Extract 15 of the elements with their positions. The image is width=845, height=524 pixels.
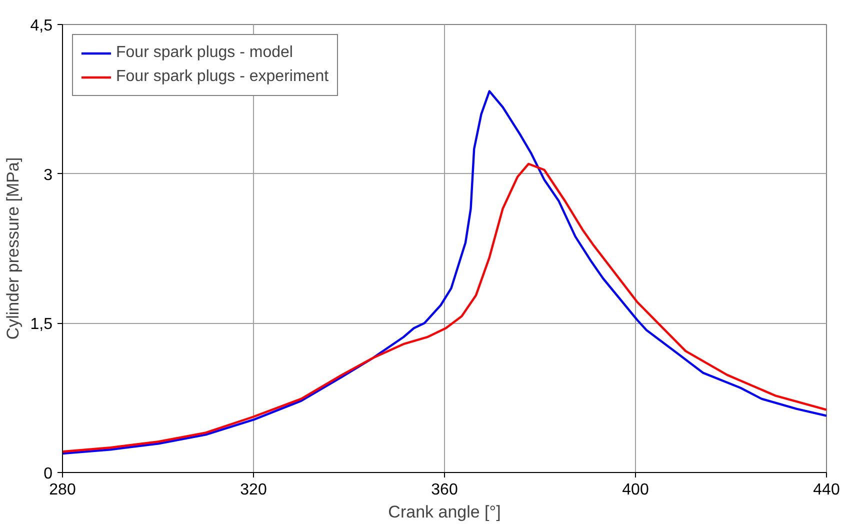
y-axis-title: Cylinder pressure [MPa] <box>3 157 22 340</box>
line-series <box>62 162 826 453</box>
x-tick-label: 400 <box>622 482 649 498</box>
x-tick-label: 320 <box>240 482 267 498</box>
legend-label: Four spark plugs - experiment <box>116 68 329 86</box>
y-tick-label: 0 <box>44 466 53 482</box>
x-tick-label: 440 <box>813 482 840 498</box>
x-tick-label: 280 <box>49 482 76 498</box>
y-tick-label: 1,5 <box>30 316 53 334</box>
y-tick-label: 3 <box>44 166 53 184</box>
x-axis-title: Crank angle [°] <box>388 502 501 522</box>
y-tick-label: 4,5 <box>30 18 53 34</box>
x-tick-label: 360 <box>431 482 458 498</box>
line-series <box>62 90 826 455</box>
legend-label: Four spark plugs - model <box>116 44 293 62</box>
